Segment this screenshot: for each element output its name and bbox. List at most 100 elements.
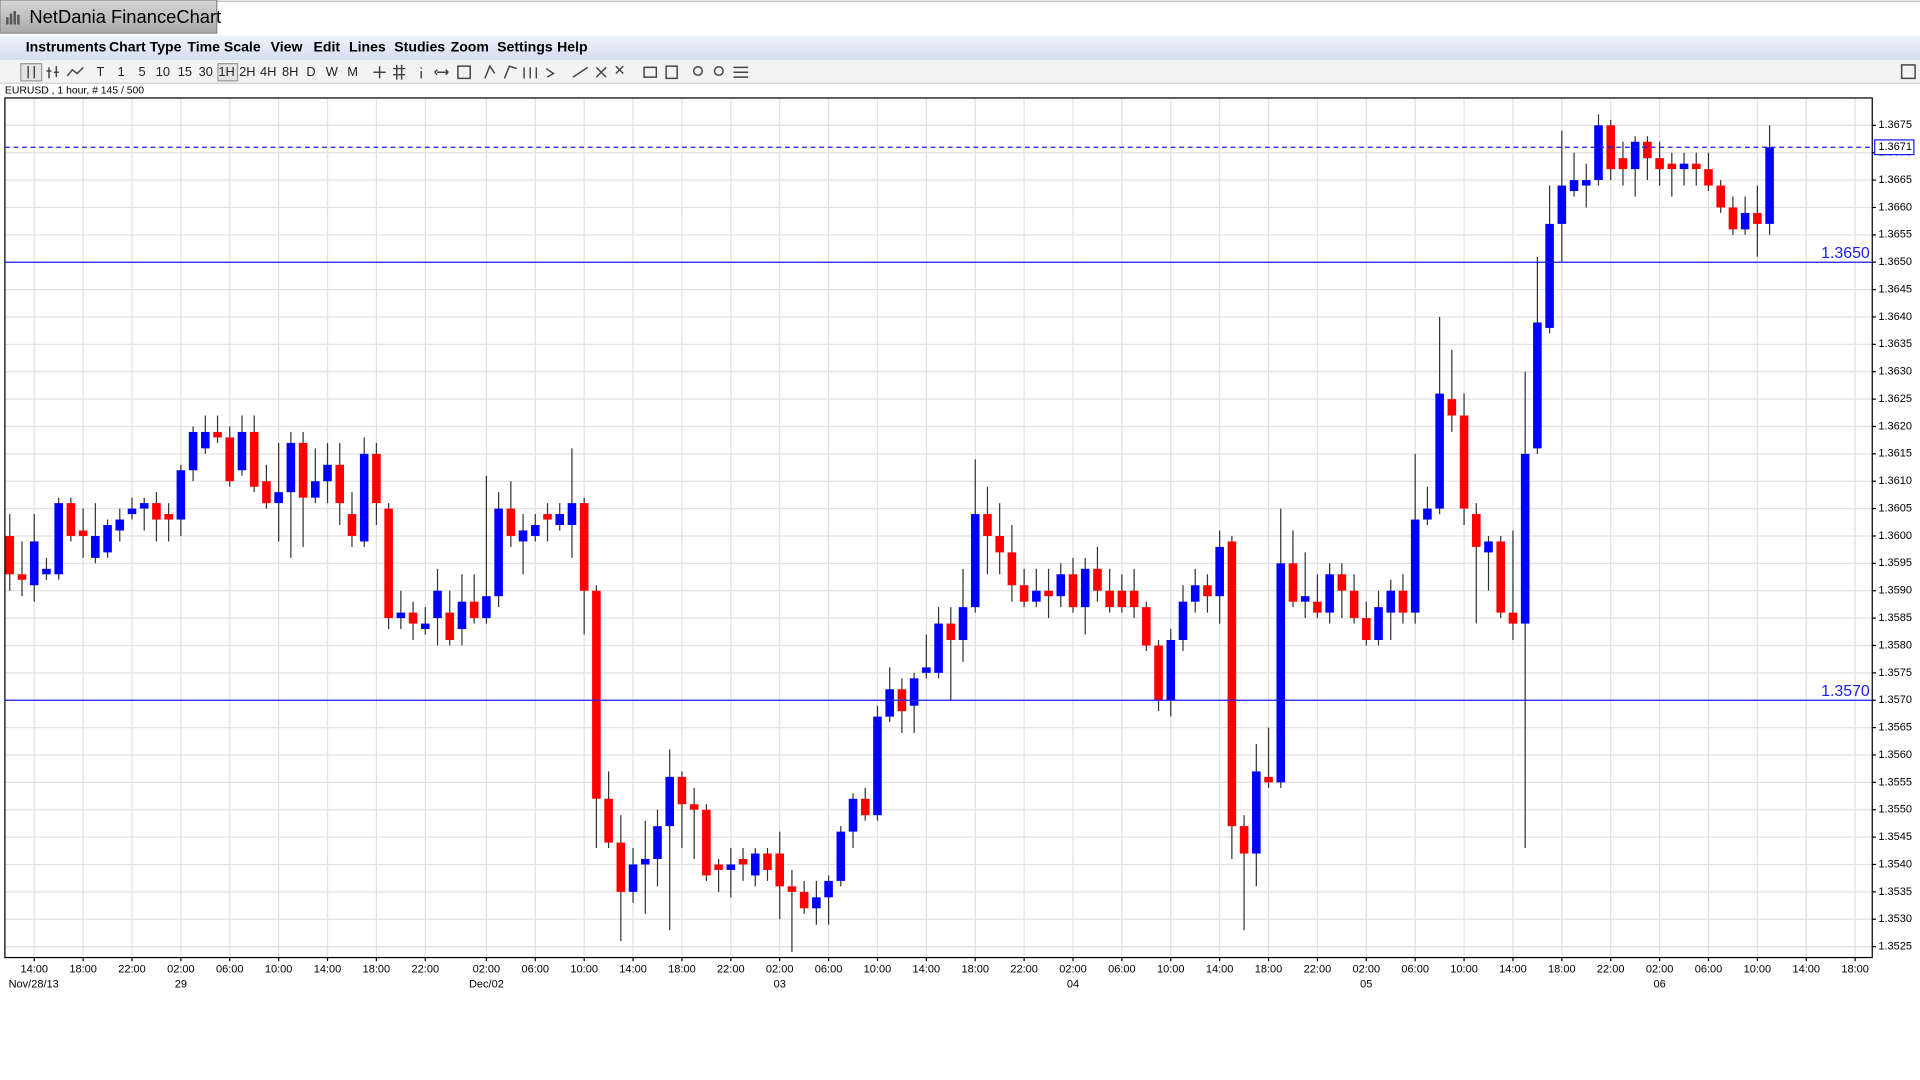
toolbar-icon[interactable] [484,64,555,79]
candle-body [1117,590,1127,608]
candle-body [1362,618,1371,640]
candle-body [1166,639,1176,701]
timescale-button[interactable]: 10 [156,64,170,79]
toolbar-icon[interactable] [46,66,59,79]
toolbar-icon[interactable] [733,66,749,78]
timescale-button[interactable]: M [347,64,358,79]
x-tick-label: 02:00 [473,964,501,976]
candle-body [1508,612,1518,624]
app-icon [6,11,20,25]
y-tick-label: 1.3525 [1878,941,1912,953]
y-tick-label: 1.3635 [1878,338,1912,350]
candle-body [298,442,308,498]
menu-item[interactable]: Settings [497,38,553,54]
x-tick-label: 06:00 [1108,964,1136,976]
candle-body [1276,563,1286,783]
app-title: NetDania FinanceChart [29,6,221,27]
timescale-button[interactable]: 4H [260,64,276,79]
candle-body [1765,147,1774,224]
candle-body [91,535,100,558]
menu-item[interactable]: Help [557,38,588,54]
toolbar-icon[interactable] [66,66,84,77]
menu-bar [0,35,1920,60]
timescale-button[interactable]: 1H [218,64,234,79]
x-tick-label: 10:00 [1744,964,1772,976]
candle-body [1423,508,1432,520]
timescale-button[interactable]: T [96,64,104,79]
candle-body [567,503,577,526]
candle-body [29,541,39,586]
candle-body [1215,546,1224,597]
candle-body [335,464,345,504]
candle-body [384,508,393,619]
toolbar-icon[interactable] [713,66,724,77]
candle-body [860,798,870,816]
candle-body [836,831,846,881]
last-price-box [1874,139,1915,156]
candle-body [1044,590,1053,597]
toolbar-icon[interactable] [572,66,589,78]
candle-body [1178,601,1188,640]
x-tick-label: 22:00 [717,964,745,976]
last-price-label: 1.3671 [1878,141,1912,153]
x-date-label: 03 [774,978,786,990]
timescale-button[interactable]: 15 [178,64,192,79]
toolbar-icon[interactable] [27,66,36,79]
x-tick-label: 10:00 [570,964,598,976]
x-tick-label: 14:00 [1206,964,1234,976]
menu-item[interactable]: View [271,38,303,54]
toolbar-icon[interactable] [1900,64,1916,80]
toolbar-icon[interactable] [665,65,678,80]
candle-body [616,842,626,892]
toolbar-icon[interactable] [595,66,607,78]
candle-body [1557,185,1567,224]
candle-body [188,431,198,471]
timescale-button[interactable]: W [326,64,339,79]
candle-body [1545,223,1554,328]
menu-item[interactable]: Instruments [26,38,107,54]
candle-body [445,612,455,640]
menu-item[interactable]: Edit [313,38,340,54]
x-tick-label: 02:00 [1059,964,1087,976]
x-tick-label: 14:00 [20,964,48,976]
candle-body [995,535,1004,553]
candle-body [469,601,479,619]
timescale-button[interactable]: 5 [138,64,145,79]
toolbar-icon[interactable] [420,67,449,79]
timescale-button[interactable]: 2H [239,64,255,79]
timescale-button[interactable]: 30 [199,64,213,79]
candle-body [750,853,760,876]
toolbar-icon[interactable] [457,65,471,80]
menu-item[interactable]: Lines [349,38,386,54]
timescale-selected[interactable] [217,63,239,82]
menu-item[interactable]: Zoom [451,38,489,54]
candle-body [176,470,186,520]
grid [4,97,1876,962]
menu-item[interactable]: Chart Type [109,38,182,54]
timescale-button[interactable]: 8H [282,64,298,79]
candle-body [1496,541,1506,613]
x-tick-label: 22:00 [1597,964,1625,976]
y-tick-label: 1.3585 [1878,612,1912,624]
candle-body [1019,585,1029,602]
timescale-button[interactable]: D [306,64,315,79]
timescale-button[interactable]: 1 [118,64,125,79]
toolbar-icon[interactable] [615,65,624,74]
menu-item[interactable]: Time Scale [187,38,260,54]
toolbar-icon[interactable] [373,64,406,80]
candle-body [1435,393,1444,509]
candle-body [1032,590,1041,602]
candle-body [970,514,980,608]
menu-item[interactable]: Studies [394,38,445,54]
candle-body [592,590,601,799]
candle-body [1142,607,1151,646]
toolbar-icon[interactable] [643,66,658,78]
toolbar-button[interactable] [20,63,43,82]
toolbar-icon[interactable] [692,66,703,77]
support-label: 1.3570 [1821,683,1870,700]
candle-body [1068,574,1078,608]
x-date-label: Nov/28/13 [9,978,59,990]
x-tick-label: 22:00 [118,964,146,976]
candle-body [42,568,51,575]
candle-body [1154,645,1163,701]
